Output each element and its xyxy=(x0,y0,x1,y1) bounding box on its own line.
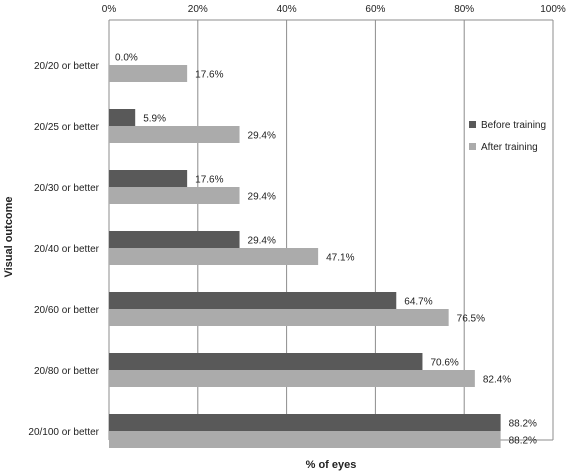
bars xyxy=(109,65,501,448)
bar-after-training-20-25-or-better xyxy=(109,126,240,143)
data-label: 64.7% xyxy=(404,297,432,308)
data-label: 5.9% xyxy=(143,114,166,125)
bar-after-training-20-100-or-better xyxy=(109,431,501,448)
y-tick-label-20-60-or-better: 20/60 or better xyxy=(34,305,100,316)
x-tick-label: 60% xyxy=(365,4,385,15)
legend-swatch-after-training xyxy=(469,143,476,150)
data-label: 47.1% xyxy=(326,253,354,264)
legend-label-before-training: Before training xyxy=(481,120,546,131)
bar-before-training-20-40-or-better xyxy=(109,231,240,248)
bar-after-training-20-30-or-better xyxy=(109,187,240,204)
data-labels: 0.0% 5.9% 17.6% 29.4% 64.7% 70.6% 88.2% 17.6% 29… xyxy=(115,53,537,447)
legend-label-after-training: After training xyxy=(481,142,538,153)
data-label: 29.4% xyxy=(248,236,276,247)
bar-before-training-20-25-or-better xyxy=(109,109,136,126)
x-axis-ticks: 0% 20% 40% 60% 80% 100% xyxy=(102,4,566,15)
bar-after-training-20-40-or-better xyxy=(109,248,319,265)
x-tick-label: 40% xyxy=(277,4,297,15)
x-axis-title: % of eyes xyxy=(306,459,357,471)
x-tick-label: 0% xyxy=(102,4,117,15)
bar-before-training-20-80-or-better xyxy=(109,353,423,370)
bar-before-training-20-100-or-better xyxy=(109,414,501,431)
x-tick-label: 100% xyxy=(540,4,566,15)
legend: Before training After training xyxy=(469,120,546,153)
data-label: 88.2% xyxy=(509,436,537,447)
y-axis-title: Visual outcome xyxy=(3,196,15,277)
data-label: 82.4% xyxy=(483,375,511,386)
y-tick-label-20-100-or-better: 20/100 or better xyxy=(28,427,99,438)
y-axis-categories: 20/20 or better 20/25 or better 20/30 or b… xyxy=(28,61,99,438)
legend-swatch-before-training xyxy=(469,121,476,128)
bar-before-training-20-60-or-better xyxy=(109,292,397,309)
data-label: 29.4% xyxy=(248,131,276,142)
data-label: 76.5% xyxy=(457,314,485,325)
y-tick-label-20-20-or-better: 20/20 or better xyxy=(34,61,100,72)
y-tick-label-20-30-or-better: 20/30 or better xyxy=(34,183,100,194)
gridlines xyxy=(108,19,554,441)
data-label: 70.6% xyxy=(430,358,458,369)
data-label: 17.6% xyxy=(195,175,223,186)
bar-after-training-20-20-or-better xyxy=(109,65,188,82)
data-label: 0.0% xyxy=(115,53,138,64)
data-label: 88.2% xyxy=(509,419,537,430)
data-label: 29.4% xyxy=(248,192,276,203)
x-tick-label: 80% xyxy=(454,4,474,15)
y-tick-label-20-80-or-better: 20/80 or better xyxy=(34,366,100,377)
bar-after-training-20-60-or-better xyxy=(109,309,449,326)
bar-before-training-20-30-or-better xyxy=(109,170,188,187)
x-tick-label: 20% xyxy=(188,4,208,15)
bar-after-training-20-80-or-better xyxy=(109,370,475,387)
data-label: 17.6% xyxy=(195,70,223,81)
y-tick-label-20-40-or-better: 20/40 or better xyxy=(34,244,100,255)
y-tick-label-20-25-or-better: 20/25 or better xyxy=(34,122,100,133)
